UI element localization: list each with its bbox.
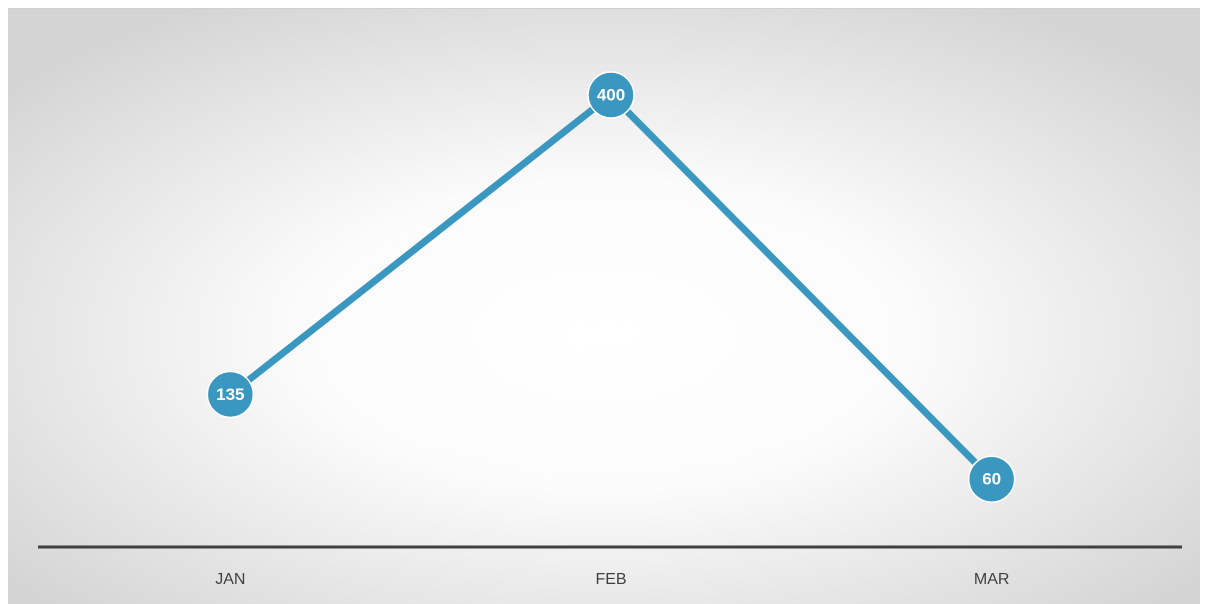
data-point [587, 71, 635, 119]
data-label: 400 [597, 85, 625, 104]
data-label: 135 [216, 385, 244, 404]
data-point [206, 370, 255, 419]
x-tick-label: FEB [595, 571, 626, 588]
data-point [967, 455, 1016, 503]
x-tick-label: JAN [215, 571, 245, 588]
x-tick-label: MAR [974, 571, 1010, 588]
data-label: 60 [982, 470, 1001, 489]
